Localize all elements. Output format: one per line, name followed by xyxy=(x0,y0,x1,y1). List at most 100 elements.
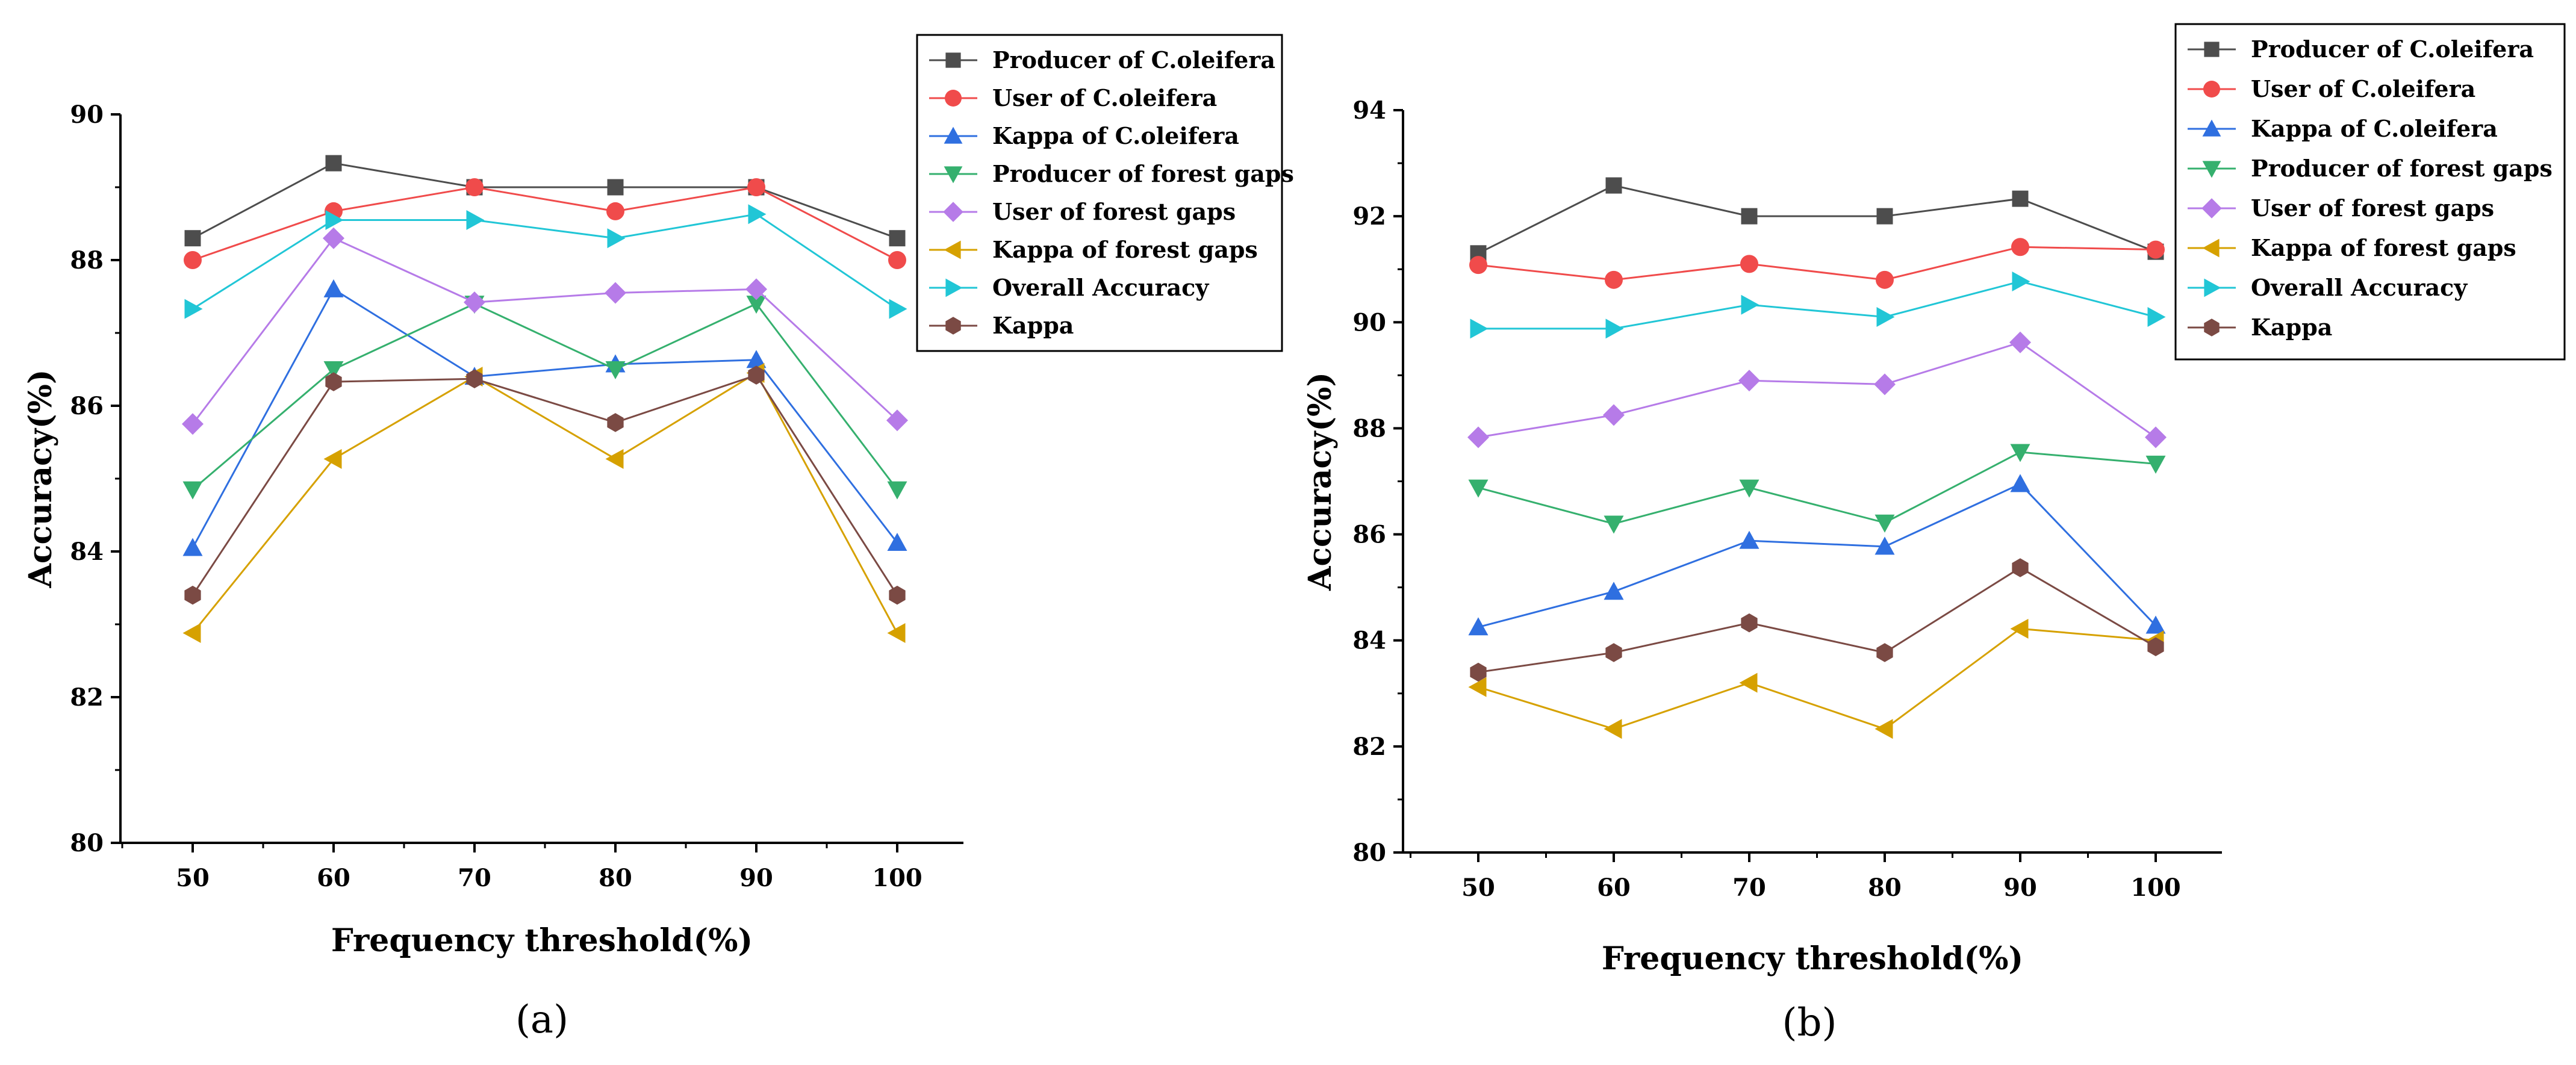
data-point xyxy=(1874,536,1895,555)
y-tick-label: 88 xyxy=(1352,414,1386,442)
data-point xyxy=(1467,426,1489,449)
series-1 xyxy=(1469,238,2165,289)
data-point xyxy=(1741,208,1758,225)
data-point xyxy=(182,481,203,500)
series-7 xyxy=(1470,558,2164,682)
y-tick-label: 90 xyxy=(70,101,104,129)
x-tick-label: 80 xyxy=(1868,874,1902,902)
series-3 xyxy=(1468,444,2166,534)
y-tick-label: 86 xyxy=(70,392,104,420)
legend-entry: User of C.oleifera xyxy=(2251,75,2475,102)
data-point xyxy=(2147,637,2164,657)
series-line xyxy=(1478,483,2157,629)
x-tick-label: 50 xyxy=(1461,874,1495,902)
y-tick-label: 84 xyxy=(1352,627,1386,655)
y-tick-label: 80 xyxy=(70,829,104,857)
data-point xyxy=(605,361,626,379)
legend-entry: Overall Accuracy xyxy=(2251,274,2468,301)
series-line xyxy=(192,162,898,240)
data-point xyxy=(1740,255,1758,273)
y-tick-label: 86 xyxy=(1352,521,1386,549)
x-tick-label: 100 xyxy=(872,864,922,892)
panel-label: (a) xyxy=(515,998,568,1042)
legend-entry: Producer of forest gaps xyxy=(2251,155,2553,182)
y-axis-label: Accuracy(%) xyxy=(1302,372,1339,591)
legend-swatch-marker xyxy=(2203,81,2220,98)
data-point xyxy=(1603,404,1625,426)
data-point xyxy=(889,299,907,319)
legend-entry: Kappa of forest gaps xyxy=(2251,234,2516,261)
data-point xyxy=(182,413,204,435)
series-0 xyxy=(1470,177,2164,262)
data-point xyxy=(607,413,624,432)
legend: Producer of C.oleifera User of C.oleifera… xyxy=(916,34,1294,352)
data-point xyxy=(464,291,485,314)
data-point xyxy=(2010,474,2030,492)
x-tick-label: 50 xyxy=(176,864,210,892)
series-line xyxy=(191,374,898,596)
data-point xyxy=(1470,318,1489,339)
data-point xyxy=(1874,373,1896,396)
legend-entry: Overall Accuracy xyxy=(992,274,1209,301)
data-point xyxy=(607,228,626,249)
data-point xyxy=(746,350,767,368)
legend-swatch-marker xyxy=(2202,238,2220,258)
legend-swatch-marker xyxy=(944,126,963,144)
data-point xyxy=(886,409,908,432)
data-point xyxy=(2145,455,2166,474)
legend-swatch-marker xyxy=(945,317,961,335)
series-line xyxy=(192,213,898,310)
data-point xyxy=(325,155,342,172)
data-point xyxy=(887,481,907,500)
legend-entry: Producer of C.oleifera xyxy=(2251,36,2534,63)
data-point xyxy=(1605,643,1622,662)
series-2 xyxy=(1468,474,2166,636)
legend-entry: User of C.oleifera xyxy=(992,84,1217,111)
legend-swatch-marker xyxy=(2204,278,2221,297)
series-line xyxy=(1478,627,2156,730)
data-point xyxy=(605,282,626,304)
data-point xyxy=(1605,318,1624,339)
data-point xyxy=(1741,613,1758,633)
legend-swatch-marker xyxy=(2204,318,2220,337)
data-point xyxy=(1876,270,1894,289)
data-point xyxy=(2010,618,2029,639)
data-point xyxy=(748,365,765,385)
legend-swatch-marker xyxy=(944,166,963,184)
data-point xyxy=(325,372,342,391)
series-line xyxy=(1478,280,2156,330)
legend-swatch-marker xyxy=(945,278,963,297)
data-point xyxy=(1468,677,1487,697)
data-point xyxy=(1605,270,1623,289)
data-point xyxy=(1874,719,1893,739)
series-7 xyxy=(184,365,906,605)
data-point xyxy=(2012,190,2029,207)
data-point xyxy=(889,230,906,247)
series-line xyxy=(1478,451,2156,525)
data-point xyxy=(2010,444,2030,462)
legend-swatch-marker xyxy=(2202,119,2221,137)
data-point xyxy=(888,251,906,269)
y-tick-label: 94 xyxy=(1352,96,1386,125)
series-line xyxy=(191,371,898,634)
legend-swatch-marker xyxy=(945,52,961,68)
data-point xyxy=(2145,426,2167,449)
legend-entry: Kappa of forest gaps xyxy=(992,236,1258,263)
legend-entry: Producer of C.oleifera xyxy=(992,46,1275,73)
legend-entry: Kappa xyxy=(2251,314,2332,341)
y-tick-label: 80 xyxy=(1352,839,1386,867)
legend-box xyxy=(916,34,1283,352)
y-tick-label: 92 xyxy=(1352,202,1386,231)
data-point xyxy=(323,279,344,297)
legend-entry: Kappa of C.oleifera xyxy=(992,122,1239,149)
data-point xyxy=(1605,177,1622,194)
legend: Producer of C.oleifera User of C.oleifera… xyxy=(2174,23,2566,361)
data-point xyxy=(2009,331,2031,353)
data-point xyxy=(1738,370,1760,392)
data-point xyxy=(1469,256,1487,275)
data-point xyxy=(2011,238,2029,256)
data-point xyxy=(1876,208,1893,225)
data-point xyxy=(184,585,201,605)
series-line xyxy=(191,288,898,548)
data-point xyxy=(465,178,484,196)
